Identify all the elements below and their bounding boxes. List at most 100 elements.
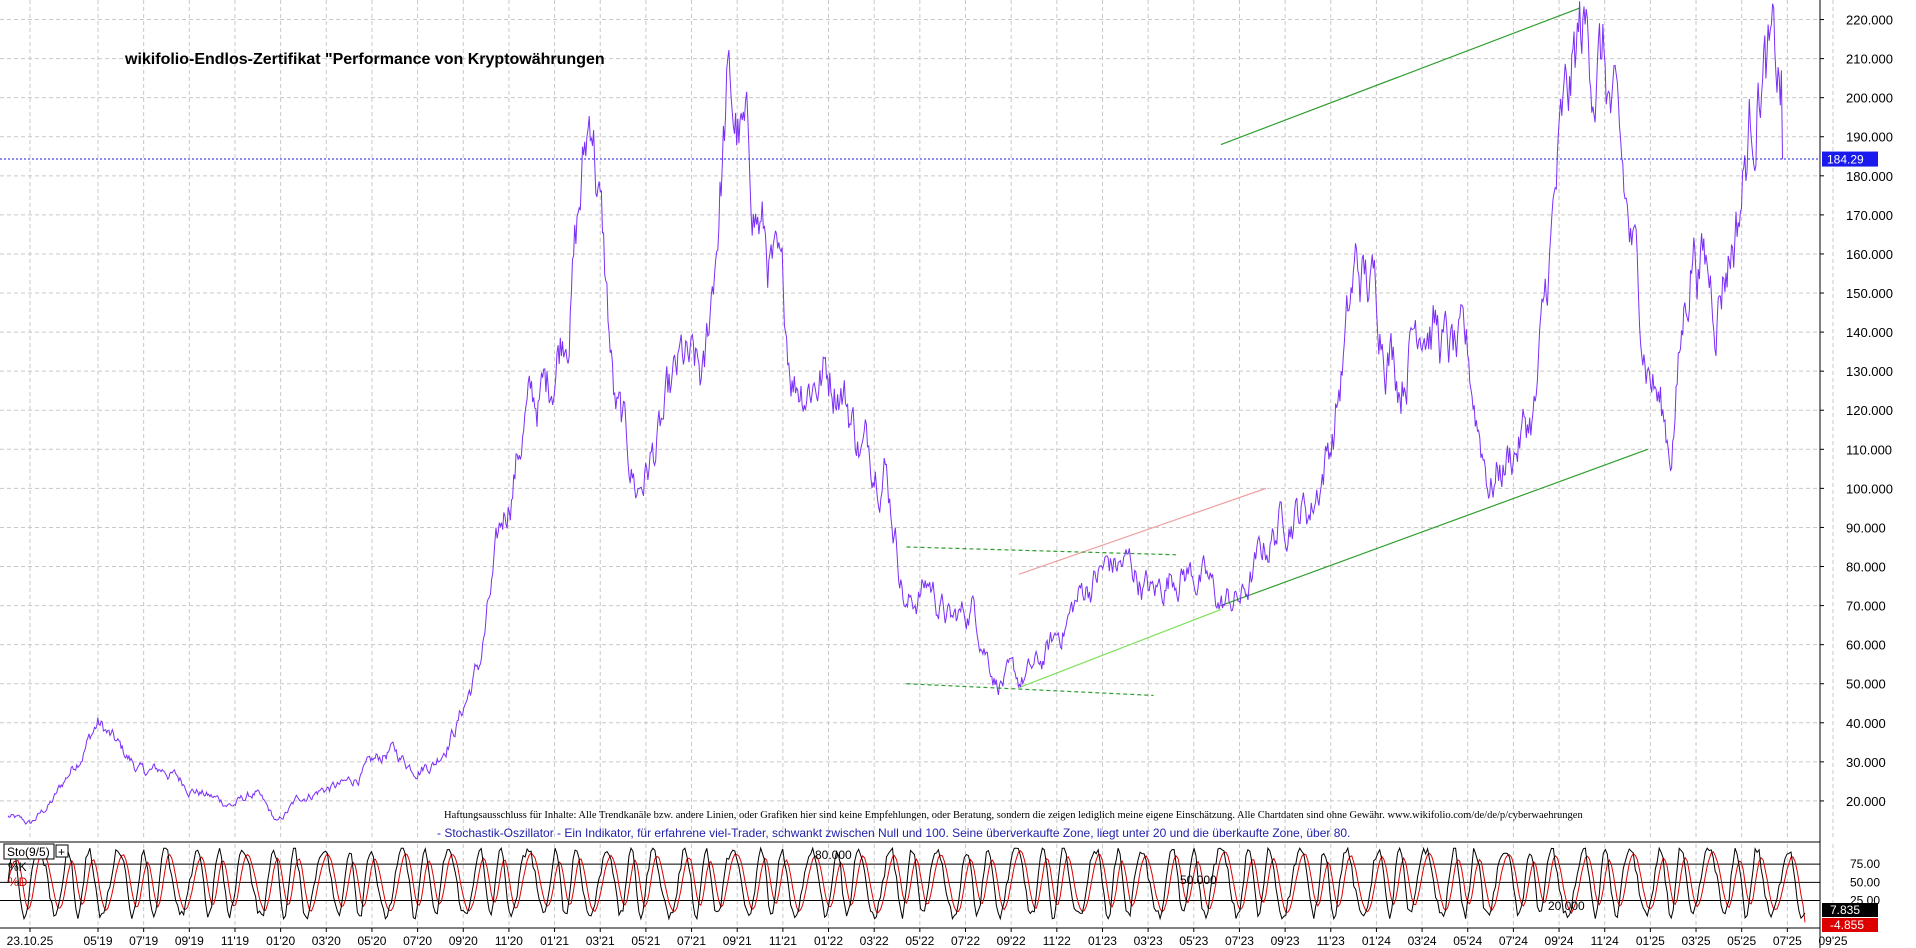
chart-title: wikifolio-Endlos-Zertifikat "Performance… [124,51,605,68]
x-tick-label: 07'20 [403,934,432,948]
x-tick-label: 01'22 [814,934,843,948]
trendline-range-bottom [906,683,1154,697]
x-tick-label: 03'24 [1408,934,1437,948]
x-tick-label: 11'20 [495,934,523,948]
trendline-channel-upper [1220,7,1581,146]
y-tick-label: 190.000 [1846,130,1893,145]
x-tick-label: 01'23 [1088,934,1117,948]
trendline-support [1018,608,1222,689]
x-tick-label: 11'23 [1317,934,1345,948]
oscillator-note: - Stochastik-Oszillator - Ein Indikator,… [437,826,1350,840]
last-price-label: 184.29 [1827,153,1864,167]
x-tick-label: 01'24 [1362,934,1391,948]
y-tick-label: 180.000 [1846,169,1893,184]
x-tick-label: 07'21 [677,934,706,948]
y-tick-label: 20.000 [1846,794,1886,809]
y-tick-label: 120.000 [1846,403,1893,418]
x-tick-label: 03'20 [312,934,341,948]
x-tick-label: 11'22 [1043,934,1071,948]
time-axis: 23.10.25 05'19 07'19 09'19 11'19 01'20 03'20 05… [7,928,1848,948]
osc-d-line [7,849,1806,923]
x-tick-label: 09'23 [1271,934,1300,948]
x-tick-label: 07'24 [1499,934,1528,948]
y-tick-label: 30.000 [1846,755,1886,770]
y-tick-label: 50.000 [1846,677,1886,692]
x-tick-label: 03'25 [1682,934,1711,948]
x-tick-label: 11'21 [769,934,797,948]
main-plot-area [0,0,1820,840]
add-indicator-button[interactable] [55,844,69,858]
x-tick-label: 11'19 [221,934,249,948]
price-line [7,1,1783,825]
x-tick-label: 07'22 [951,934,980,948]
osc-inner-label-50: 50.000 [1180,873,1217,887]
trendline-resistance [1018,487,1267,575]
last-d-label: -4.855 [1830,918,1864,932]
y-tick-label: 160.000 [1846,247,1893,262]
price-layer [0,1,1820,825]
y-tick-label: 100.000 [1846,481,1893,496]
oscillator-layer [7,846,1806,923]
y-tick-label: 80.000 [1846,560,1886,575]
x-tick-label: 07'19 [129,934,158,948]
x-tick-label: 09'21 [723,934,752,948]
x-tick-label: 05'21 [631,934,660,948]
x-tick-label: 09'19 [175,934,204,948]
x-tick-label: 09'22 [997,934,1026,948]
y-tick-label: 200.000 [1846,91,1893,106]
x-tick-label: 05'20 [357,934,386,948]
last-k-marker [1822,903,1878,917]
main-grid [0,0,1834,840]
x-tick-label: 05'19 [84,934,113,948]
osc-level-label: 50.00 [1850,875,1880,889]
last-d-marker [1822,918,1878,932]
x-tick-label: 07'23 [1225,934,1254,948]
trendline-range-top [906,546,1177,556]
x-tick-label: 03'22 [860,934,889,948]
x-tick-label: 09'24 [1545,934,1574,948]
x-tick-label: 11'24 [1591,934,1619,948]
oscillator-label-box[interactable] [3,843,55,860]
y-tick-label: 150.000 [1846,286,1893,301]
osc-inner-label-80: 80.000 [815,848,852,862]
x-tick-label: 03'21 [586,934,615,948]
oscillator-grid [0,844,1834,928]
d-legend: %D [8,875,28,889]
y-tick-label: 210.000 [1846,52,1893,67]
x-tick-label: 03'23 [1134,934,1163,948]
trendline-channel-lower [1220,448,1648,607]
oscillator-label: Sto(9/5) [7,845,50,859]
osc-level-label: 75.00 [1850,857,1880,871]
x-tick-label: 05'23 [1179,934,1208,948]
y-tick-label: 140.000 [1846,325,1893,340]
y-tick-label: 60.000 [1846,638,1886,653]
last-price-marker [1822,151,1878,167]
plus-icon: + [58,845,65,859]
x-tick-label: 05'24 [1453,934,1482,948]
trendlines [906,7,1648,697]
y-tick-label: 90.000 [1846,520,1886,535]
y-tick-label: 220.000 [1846,13,1893,28]
disclaimer-text: Haftungsausschluss für Inhalte: Alle Tre… [444,810,1583,821]
y-tick-label: 130.000 [1846,364,1893,379]
x-tick-label: 23.10.25 [7,934,54,948]
osc-k-line [7,846,1806,921]
x-tick-label: 01'21 [540,934,569,948]
y-tick-label: 40.000 [1846,716,1886,731]
price-axis: 20.000 30.000 40.000 50.000 60.000 70.000 80.0… [1820,13,1893,809]
x-tick-label: 05'25 [1727,934,1756,948]
x-tick-label: 01'20 [266,934,295,948]
x-tick-label: 09'25 [1819,934,1848,948]
osc-inner-label-20: 20.000 [1548,899,1585,913]
y-tick-label: 170.000 [1846,208,1893,223]
x-tick-label: 01'25 [1636,934,1665,948]
x-tick-label: 07'25 [1773,934,1802,948]
k-legend: %K [8,860,27,874]
y-tick-label: 110.000 [1846,442,1892,457]
x-tick-label: 05'22 [905,934,934,948]
y-tick-label: 70.000 [1846,599,1886,614]
x-tick-label: 09'20 [449,934,478,948]
last-k-label: 7.835 [1830,903,1860,917]
